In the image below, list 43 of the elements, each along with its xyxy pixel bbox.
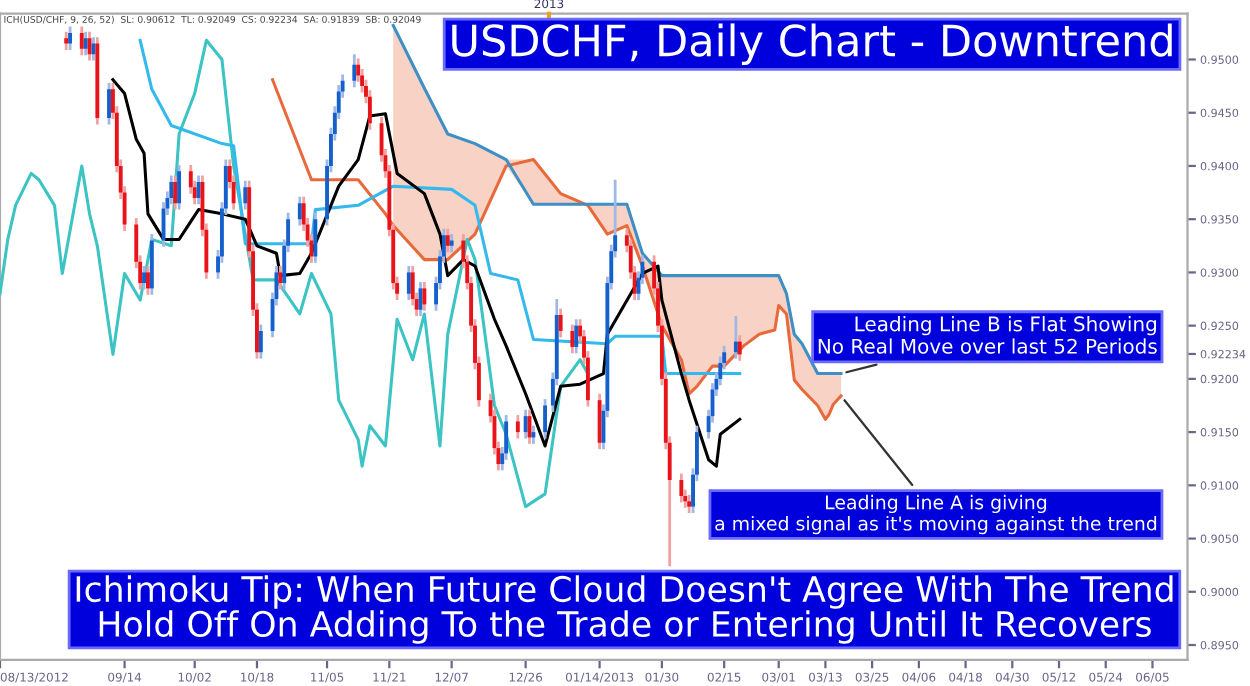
candlestick — [531, 424, 536, 446]
candlestick — [313, 211, 318, 265]
candlestick — [173, 174, 178, 211]
candlestick — [679, 472, 684, 504]
candlestick — [188, 163, 193, 196]
candlestick — [367, 88, 372, 132]
candlestick — [445, 227, 450, 254]
candlestick — [574, 317, 579, 355]
candlestick — [733, 314, 738, 361]
annotation: Leading Line A is giving a mixed signal as it's moving against the trend — [715, 494, 1157, 535]
candlestick — [406, 264, 411, 302]
candlestick — [449, 232, 454, 254]
candlestick — [570, 323, 575, 355]
chart-title: USDCHF, Daily Chart - Downtrend — [452, 23, 1172, 66]
candlestick — [91, 35, 96, 62]
line-series — [271, 78, 843, 421]
candlestick — [297, 195, 302, 227]
candlestick — [196, 174, 201, 206]
candlestick — [258, 323, 263, 361]
candlestick — [737, 333, 742, 363]
candlestick — [243, 179, 248, 211]
candlestick — [515, 413, 520, 440]
candlestick — [64, 30, 69, 52]
candlestick — [146, 264, 150, 297]
candlestick — [543, 397, 548, 440]
candlestick — [422, 280, 427, 313]
candlestick — [278, 264, 283, 291]
candlestick — [79, 25, 84, 57]
line-series — [111, 78, 742, 468]
candlestick — [523, 408, 528, 440]
candlestick — [107, 81, 111, 126]
candlestick — [558, 307, 563, 339]
annotation: Leading Line B is Flat Showing No Real Move over last 52 Periods — [818, 315, 1157, 354]
candlestick — [83, 30, 88, 57]
candlestick — [504, 413, 509, 462]
annotation: Ichimoku Tip: When Future Cloud Doesn't Agree With The Trend Hold Off On Adding To the Trade or Entering Until It Recovers — [76, 575, 1173, 644]
candlestick — [149, 232, 154, 297]
candlestick — [597, 392, 602, 451]
candlestick — [68, 25, 73, 52]
candlestick — [352, 52, 357, 89]
candlestick — [687, 493, 692, 515]
candlestick — [177, 163, 182, 211]
candlestick — [142, 264, 146, 291]
